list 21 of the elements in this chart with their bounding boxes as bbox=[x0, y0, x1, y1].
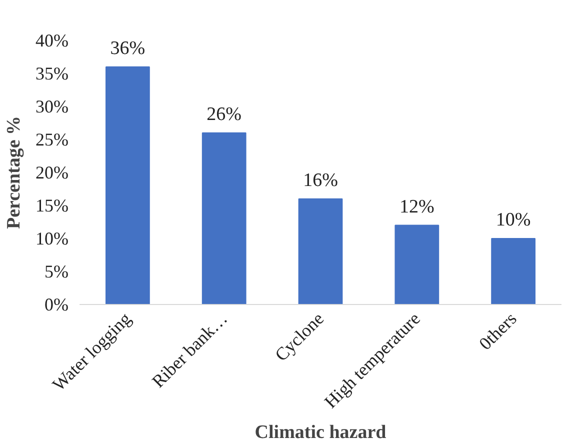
data-label: 36% bbox=[110, 38, 146, 59]
bar bbox=[106, 66, 150, 304]
y-tick-label: 20% bbox=[36, 162, 69, 182]
data-label: 10% bbox=[496, 210, 531, 230]
bar bbox=[298, 198, 343, 304]
x-axis-title: Climatic hazard bbox=[254, 422, 387, 444]
y-tick-label: 0% bbox=[44, 294, 69, 314]
bar bbox=[394, 224, 440, 304]
data-label: 16% bbox=[303, 170, 338, 191]
bar bbox=[491, 238, 536, 304]
y-axis-title: Percentage % bbox=[4, 116, 25, 230]
y-tick-label: 40% bbox=[36, 30, 69, 50]
y-tick-label: 25% bbox=[36, 130, 69, 150]
y-tick-label: 30% bbox=[36, 96, 69, 116]
y-tick-label: 5% bbox=[44, 262, 69, 282]
y-tick-label: 35% bbox=[36, 64, 69, 84]
data-label: 26% bbox=[206, 104, 242, 125]
y-tick-label: 10% bbox=[36, 228, 69, 248]
y-tick-label: 15% bbox=[36, 196, 69, 216]
data-label: 12% bbox=[399, 196, 434, 218]
bar bbox=[202, 132, 246, 304]
